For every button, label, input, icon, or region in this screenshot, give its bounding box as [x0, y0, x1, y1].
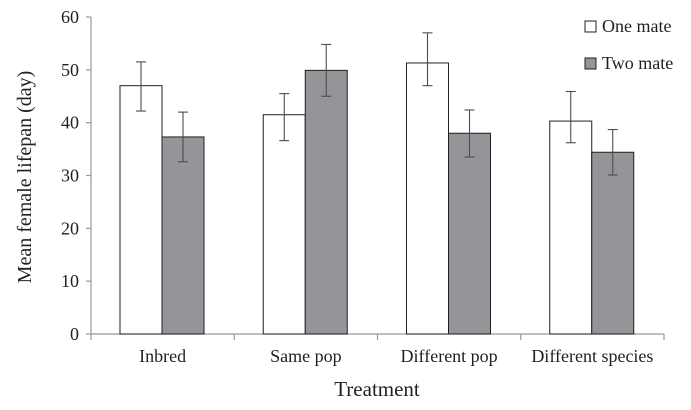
x-tick-label: Same pop [270, 346, 342, 366]
bar-two-mate [591, 151, 635, 335]
bar-two-mate [448, 132, 491, 335]
bar-one-mate [262, 114, 306, 335]
x-tick-label: Different species [531, 346, 653, 366]
bar-two-mate [161, 136, 205, 335]
y-tick-label: 0 [70, 324, 79, 344]
legend: One mate Two mate [584, 16, 673, 73]
x-axis-label: Treatment [334, 377, 420, 401]
bar-one-mate [549, 120, 593, 335]
y-tick-label: 40 [61, 113, 79, 133]
y-axis-label: Mean female lifepan (day) [14, 71, 36, 284]
bar-one-mate [119, 85, 163, 335]
x-tick-label: Different pop [401, 346, 498, 366]
x-tick-label: Inbred [139, 346, 186, 366]
y-tick-label: 50 [61, 60, 79, 80]
y-tick-label: 10 [61, 271, 79, 291]
legend-label-two-mate: Two mate [602, 53, 673, 73]
y-tick-label: 30 [61, 166, 79, 186]
y-tick-label: 60 [61, 7, 79, 27]
bar-one-mate [406, 62, 449, 335]
tick-labels: 0 10 20 30 40 50 60 Inbred Same pop Different pop… [61, 7, 653, 366]
bar-two-mate [304, 69, 348, 335]
legend-label-one-mate: One mate [602, 16, 671, 36]
y-tick-label: 20 [61, 218, 79, 238]
legend-swatch-one-mate [584, 20, 597, 33]
legend-swatch-two-mate [584, 57, 597, 70]
error-bars [136, 32, 618, 176]
bars [119, 62, 635, 335]
